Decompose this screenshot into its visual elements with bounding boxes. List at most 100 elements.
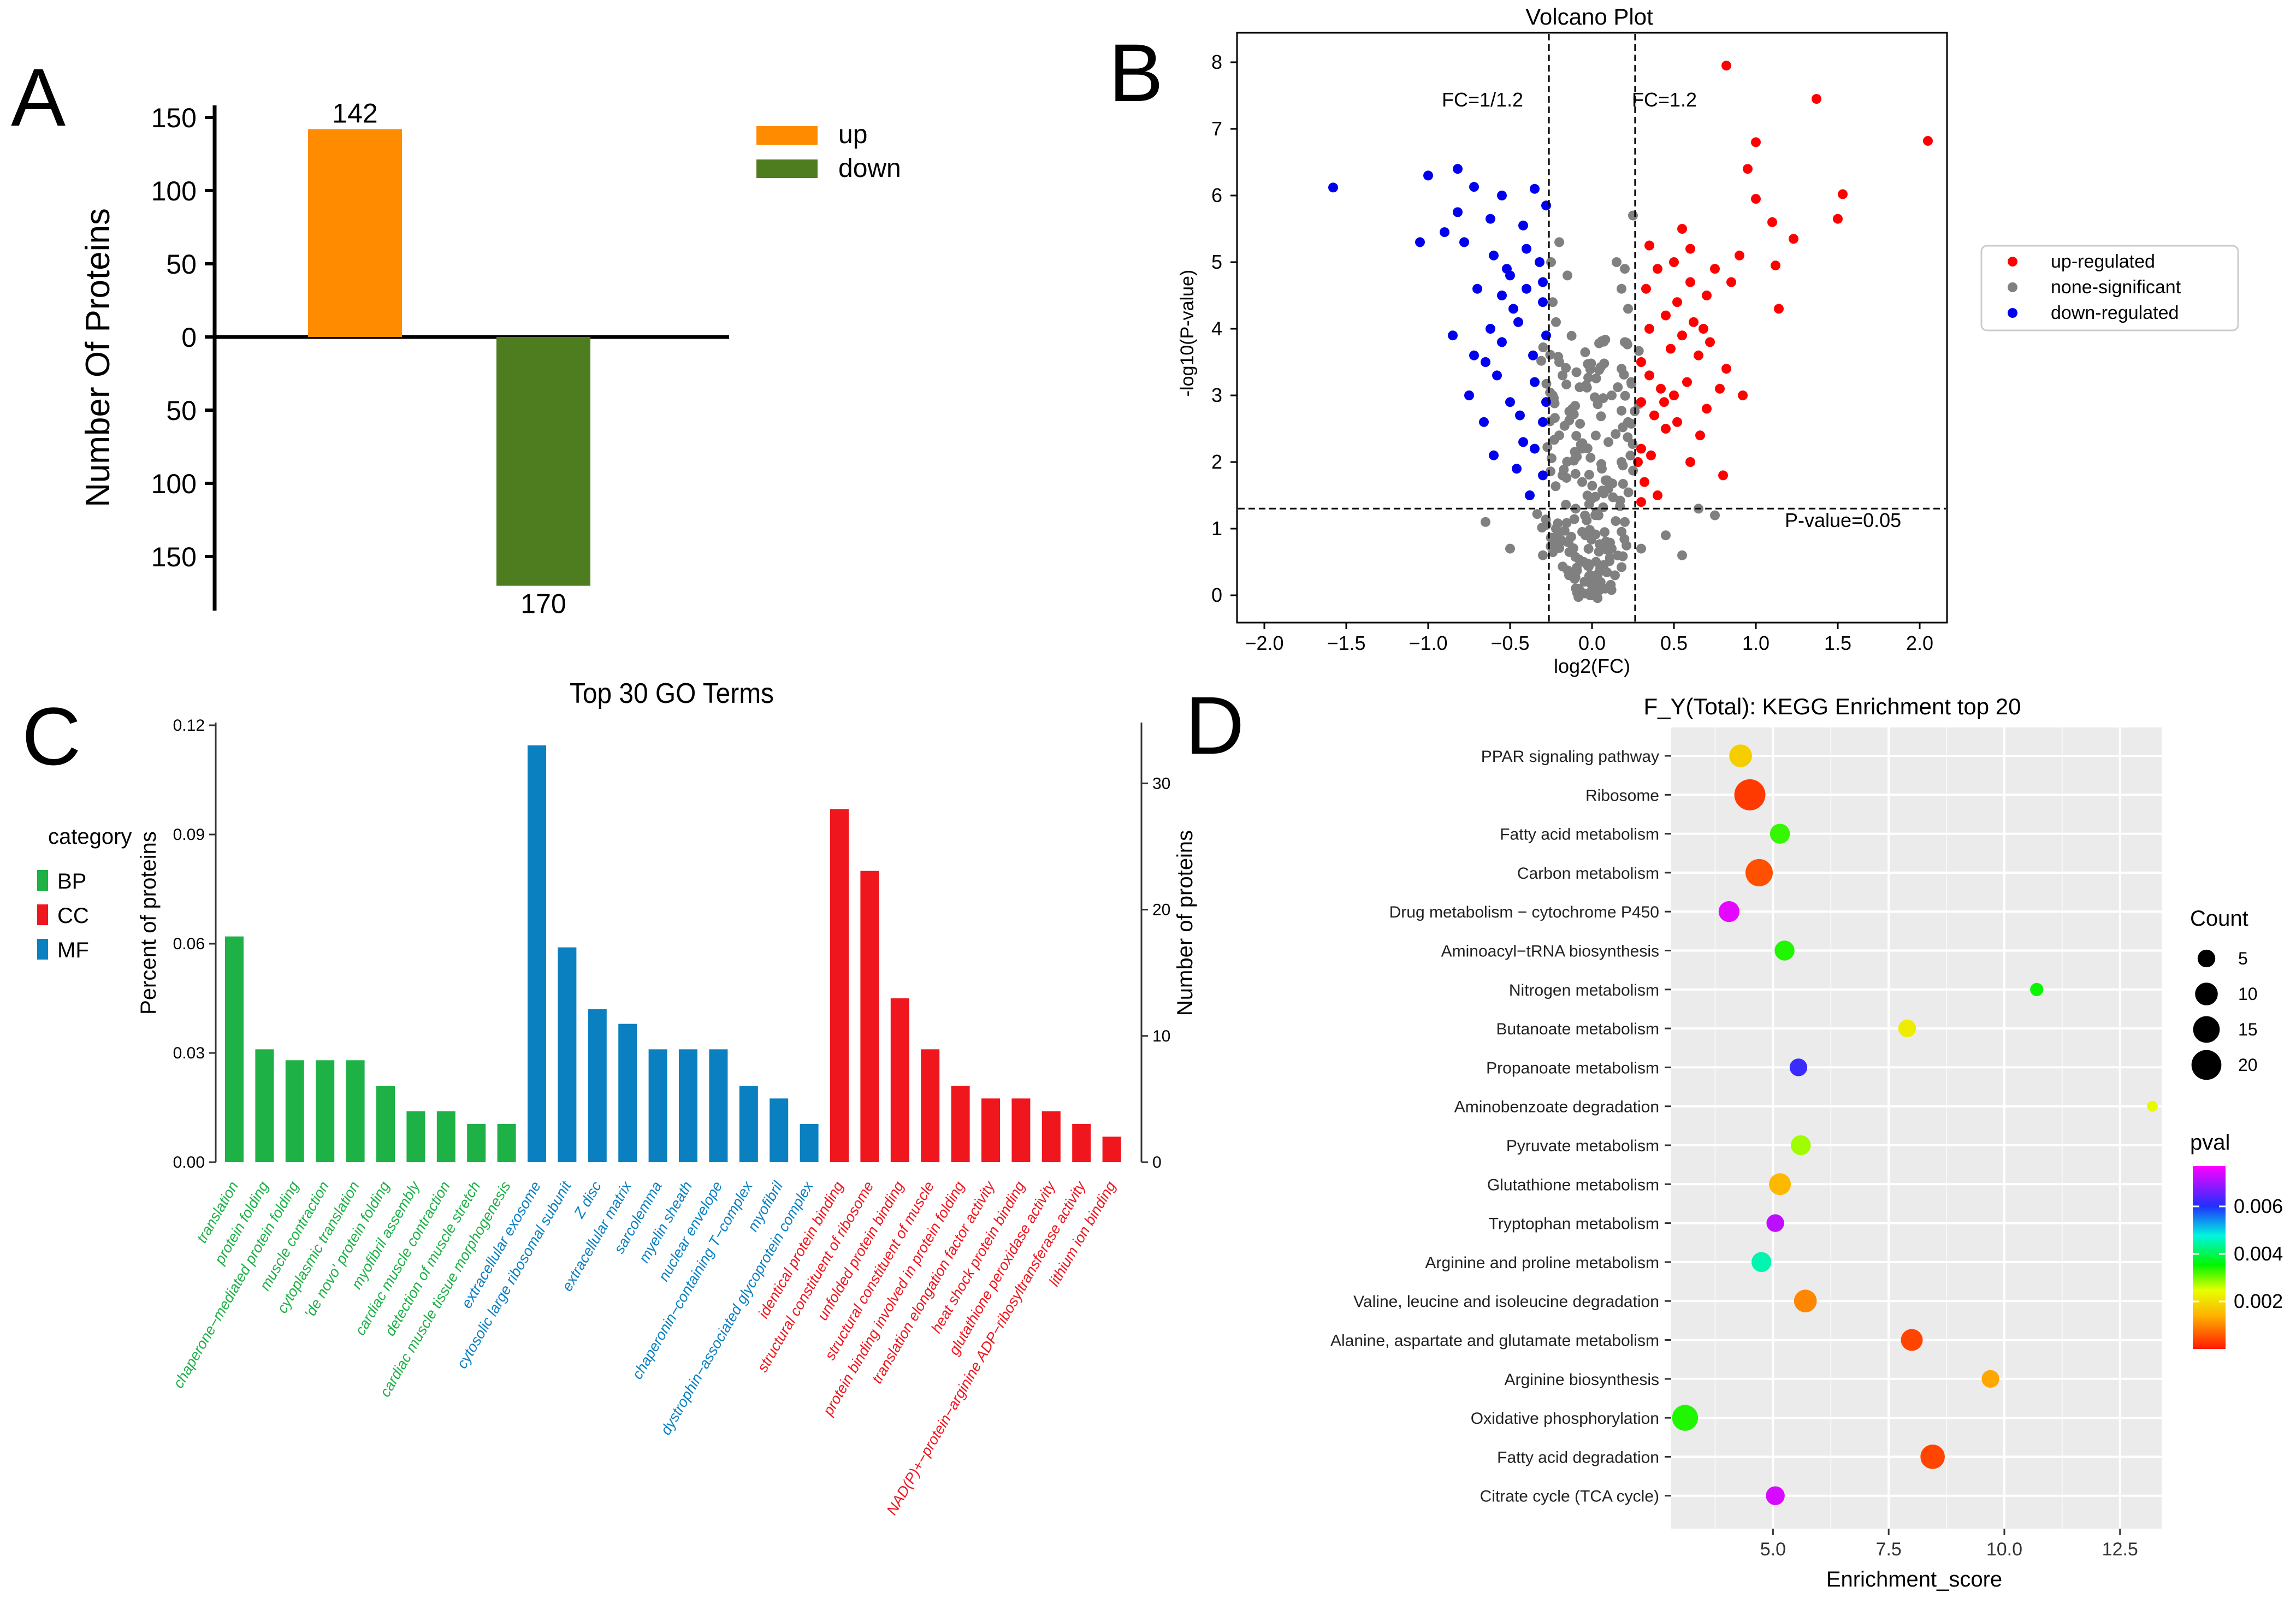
- panel-d-pathway-label: PPAR signaling pathway: [1481, 748, 1659, 766]
- panel-letter-b: B: [1109, 27, 1163, 119]
- panel-c-legend-title: category: [48, 825, 132, 849]
- panel-b-legend-box: [1980, 245, 2239, 332]
- panel-b-point-ns: [1576, 439, 1586, 449]
- panel-b-point-ns: [1596, 336, 1607, 346]
- panel-d-title: F_Y(Total): KEGG Enrichment top 20: [1644, 694, 2021, 719]
- legend-swatch-up: [756, 126, 818, 145]
- panel-d-count-marker: [2193, 1016, 2220, 1043]
- panel-d-plot-bg: [1671, 727, 2162, 1529]
- panel-d-pathway-label: Propanoate metabolism: [1486, 1059, 1659, 1077]
- panel-b-point-ns: [1561, 363, 1571, 373]
- panel-b-point-down: [1525, 490, 1535, 500]
- panel-b-point-ns: [1608, 492, 1618, 502]
- panel-b-point-ns: [1558, 470, 1567, 481]
- panel-b-fc-low-label: FC=1/1.2: [1442, 88, 1523, 111]
- panel-d-count-entries: 5 10 15 20: [2191, 949, 2258, 1080]
- panel-d-point: [1981, 1370, 1999, 1388]
- panel-b-legend: up-regulated none-significant down-regul…: [1980, 245, 2239, 332]
- panel-b-point-ns: [1617, 526, 1627, 537]
- panel-c-bar: [225, 936, 244, 1162]
- panel-b-point-ns: [1551, 317, 1561, 327]
- panel-d-pathway-label: Carbon metabolism: [1517, 865, 1659, 883]
- panel-b-point-down: [1535, 257, 1545, 267]
- panel-b-point-down: [1459, 237, 1469, 247]
- panel-b-point-up: [1661, 310, 1671, 321]
- panel-b-point-ns: [1580, 510, 1590, 520]
- panel-b-point-up: [1838, 189, 1848, 199]
- panel-b-point-ns: [1607, 543, 1617, 554]
- panel-b-point-ns: [1571, 563, 1582, 573]
- panel-b-point-up: [1721, 364, 1731, 374]
- panel-b-point-ns: [1561, 379, 1572, 389]
- panel-b-point-down: [1538, 277, 1548, 287]
- panel-b-point-up: [1751, 194, 1761, 204]
- panel-b-ytick-label: 2: [1211, 451, 1222, 473]
- panel-c-bar: [679, 1049, 697, 1162]
- legend-swatch-cc: [37, 904, 48, 925]
- panel-b-point-ns: [1595, 564, 1605, 574]
- panel-a-ytick-label: 50: [166, 395, 197, 426]
- panel-b-point-ns: [1538, 550, 1548, 560]
- panel-b-point-up: [1685, 244, 1695, 254]
- panel-b-point-ns: [1590, 392, 1600, 403]
- panel-c-ticks: 0.00 0.03 0.06 0.09 0.12 0 10 20 30: [173, 717, 1171, 1171]
- panel-b-point-ns: [1554, 237, 1564, 247]
- panel-b-ticks: −2.0 −1.5 −1.0 −0.5 0.0 0.5 1.0 1.5 2.0 0 1 2 3 4 5 6 7 8: [1211, 51, 1933, 654]
- panel-b-point-down: [1453, 164, 1463, 174]
- panel-b-point-up: [1774, 304, 1784, 314]
- panel-b-point-ns: [1611, 516, 1621, 526]
- panel-b-point-ns: [1617, 364, 1626, 374]
- panel-b-point-ns: [1597, 464, 1607, 474]
- legend-marker-ns: [2008, 282, 2017, 292]
- panel-b-point-ns: [1623, 487, 1634, 498]
- panel-b-fc-high-label: FC=1.2: [1632, 88, 1697, 111]
- panel-b-point-up: [1735, 250, 1744, 261]
- panel-c-ytick-label: 0.06: [173, 935, 205, 953]
- panel-d-point: [1898, 1019, 1916, 1038]
- panel-b-point-ns: [1620, 517, 1630, 527]
- panel-b-point-ns: [1563, 537, 1572, 547]
- panel-a-ylabel: Number Of Proteins: [79, 208, 117, 507]
- panel-b-point-up: [1767, 217, 1777, 227]
- panel-b-point-ns: [1617, 283, 1626, 294]
- panel-b-xtick-label: −2.0: [1245, 632, 1283, 654]
- panel-b-point-ns: [1590, 430, 1601, 441]
- panel-d-point: [2147, 1100, 2158, 1112]
- panel-c-bar: [770, 1098, 789, 1162]
- panel-b-point-down: [1512, 464, 1522, 474]
- panel-c-bar: [436, 1111, 455, 1162]
- panel-c-bar: [951, 1086, 970, 1162]
- panel-d-pval-legend: pval 0.006 0.004 0.002: [2190, 1131, 2283, 1349]
- panel-d-point: [1672, 1405, 1699, 1431]
- panel-b-point-down: [1522, 283, 1531, 294]
- legend-marker-up: [2008, 257, 2017, 267]
- panel-b-point-ns: [1548, 297, 1558, 307]
- panel-c-bar: [1042, 1111, 1061, 1162]
- panel-c-bar: [255, 1049, 274, 1162]
- panel-b-point-ns: [1564, 570, 1574, 581]
- panel-b-point-ns: [1569, 514, 1579, 524]
- panel-b-point-ns: [1583, 543, 1594, 554]
- panel-c-bar: [618, 1023, 637, 1162]
- panel-b-point-down: [1513, 317, 1523, 327]
- panel-b-point-up: [1669, 390, 1679, 400]
- panel-b-point-up: [1718, 470, 1728, 481]
- panel-b-point-ns: [1536, 356, 1547, 366]
- panel-d-xtick-label: 5.0: [1760, 1539, 1786, 1560]
- panel-d-point: [1745, 859, 1773, 886]
- panel-b-point-down: [1502, 264, 1512, 274]
- panel-d-count-marker: [2197, 949, 2216, 968]
- panel-b-point-ns: [1623, 417, 1633, 427]
- panel-b-point-down: [1489, 250, 1499, 261]
- panel-b-point-up: [1705, 337, 1715, 347]
- panel-d-point: [1790, 1135, 1811, 1156]
- panel-b-point-up: [1669, 257, 1679, 267]
- panel-b-ytick-label: 7: [1211, 117, 1222, 140]
- panel-d-pathway-label: Citrate cycle (TCA cycle): [1480, 1488, 1659, 1506]
- panel-a-bar-up: [308, 129, 402, 337]
- panel-b-point-ns: [1613, 382, 1623, 393]
- panel-b-p-label: P-value=0.05: [1785, 509, 1901, 531]
- panel-b-xtick-label: −1.0: [1409, 632, 1447, 654]
- panel-b-ytick-label: 0: [1211, 584, 1222, 606]
- panel-b-point-ns: [1596, 411, 1606, 422]
